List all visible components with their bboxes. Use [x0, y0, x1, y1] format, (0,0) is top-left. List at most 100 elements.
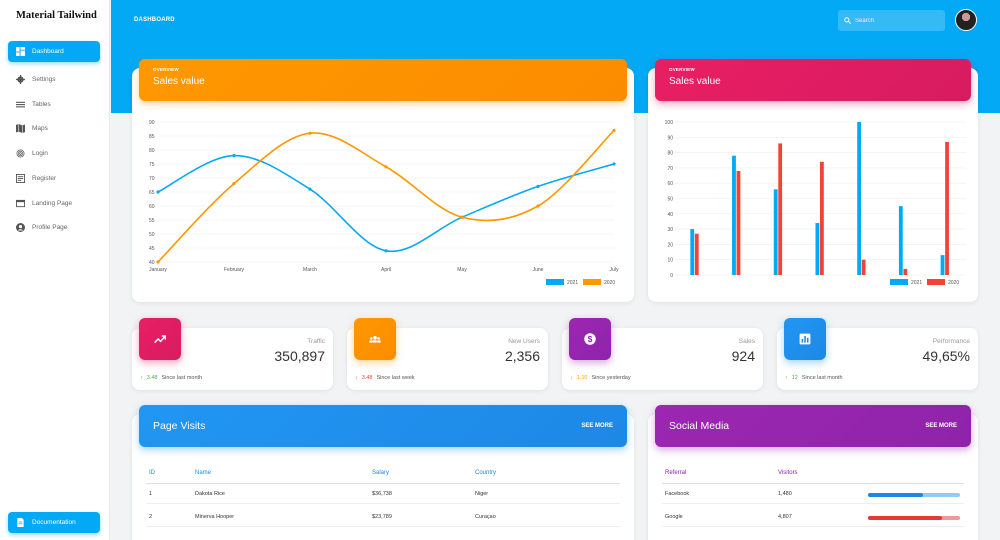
sidebar-item-label: Maps [32, 125, 48, 132]
arrow-up-icon: ↑ [785, 375, 788, 381]
search-box[interactable] [838, 10, 945, 31]
search-icon [844, 17, 851, 24]
data-point[interactable] [232, 154, 236, 158]
sidebar: Material Tailwind Dashboard Settings Tab… [0, 0, 110, 540]
bar-2021[interactable] [898, 206, 903, 275]
sidebar-item-maps[interactable]: Maps [8, 118, 100, 139]
progress-fill [868, 516, 942, 520]
bar-2021[interactable] [857, 122, 862, 275]
form-icon [16, 174, 25, 183]
sidebar-item-profile-page[interactable]: Profile Page [8, 217, 100, 238]
see-more-button[interactable]: SEE MORE [581, 423, 613, 429]
data-point[interactable] [384, 249, 388, 253]
progress-bar [868, 493, 960, 497]
y-tick-label: 10 [667, 258, 673, 264]
stat-label: Traffic [307, 338, 325, 345]
data-point[interactable] [536, 204, 540, 208]
stat-value: 2,356 [504, 348, 540, 364]
series-line-2021 [157, 154, 615, 253]
arrow-down-icon: ↓ [570, 375, 573, 381]
stat-since: Since yesterday [591, 375, 631, 381]
fingerprint-icon [16, 149, 25, 158]
bar-2020[interactable] [903, 268, 908, 275]
page-visits-header: Page Visits SEE MORE [139, 405, 627, 447]
web-icon [16, 199, 25, 208]
bar-2021[interactable] [815, 222, 820, 275]
sidebar-item-label: Settings [32, 76, 56, 83]
sidebar-item-label: Login [32, 150, 48, 157]
table-header: Name [195, 470, 212, 476]
table-cell: Curaçao [475, 514, 496, 520]
data-point[interactable] [536, 184, 540, 188]
stat-label: New Users [508, 338, 540, 345]
table-cell: $36,738 [372, 491, 392, 497]
table-divider [146, 483, 620, 484]
bar-chart: 0 10 20 30 40 50 60 70 80 90 100 2021 2020 [665, 120, 966, 286]
data-point[interactable] [612, 128, 616, 132]
data-point[interactable] [156, 260, 160, 264]
table-cell: 1,480 [778, 491, 792, 497]
documentation-button[interactable]: Documentation [8, 512, 100, 533]
y-tick-label: 20 [667, 242, 673, 248]
page-visits-title: Page Visits [153, 420, 206, 432]
data-point[interactable] [308, 131, 312, 135]
table-header: Country [475, 470, 497, 476]
sidebar-item-login[interactable]: Login [8, 143, 100, 164]
gear-icon [16, 75, 25, 84]
table-divider [146, 526, 620, 527]
bar-2021[interactable] [732, 155, 736, 275]
stat-label: Performance [932, 338, 970, 345]
data-point[interactable] [460, 215, 464, 219]
table-cell: Google [665, 514, 683, 520]
bar-2020[interactable] [778, 143, 783, 275]
data-point[interactable] [156, 190, 160, 194]
data-point[interactable] [612, 162, 616, 166]
bar-2020[interactable] [736, 170, 741, 275]
bar-2020[interactable] [945, 141, 949, 275]
legend-label: 2021 [911, 280, 922, 286]
stat-value: 924 [731, 348, 755, 364]
stat-footer: ↑ 3.48 Since last month [140, 375, 202, 381]
groups-icon [369, 336, 381, 343]
x-tick-label: March [303, 267, 317, 273]
sidebar-item-register[interactable]: Register [8, 168, 100, 189]
bar-2020[interactable] [861, 259, 866, 275]
bar-2021[interactable] [690, 229, 695, 275]
svg-text:$: $ [588, 334, 593, 344]
data-point[interactable] [232, 182, 236, 186]
x-tick-label: April [381, 267, 391, 273]
bar-2021[interactable] [940, 255, 945, 275]
brand-logo[interactable]: Material Tailwind [16, 10, 97, 21]
document-icon [17, 518, 24, 527]
stat-since: Since last month [161, 375, 203, 381]
sidebar-item-dashboard[interactable]: Dashboard [8, 41, 100, 62]
data-point[interactable] [308, 187, 312, 191]
avatar[interactable] [955, 9, 977, 31]
legend-swatch [927, 279, 945, 285]
stat-footer: ↓ 1.10 Since yesterday [570, 375, 631, 381]
map-icon [16, 124, 25, 133]
sidebar-item-label: Dashboard [32, 48, 64, 55]
x-tick-label: May [457, 267, 467, 273]
stat-delta: 12 [791, 375, 798, 381]
y-tick-label: 50 [149, 232, 155, 238]
sidebar-item-label: Tables [32, 101, 51, 108]
stat-label: Sales [738, 338, 755, 345]
sidebar-item-settings[interactable]: Settings [8, 69, 100, 90]
search-input[interactable] [855, 17, 935, 24]
y-tick-label: 90 [667, 135, 673, 141]
table-cell: Minerva Hooper [195, 514, 235, 520]
see-more-button[interactable]: SEE MORE [925, 423, 957, 429]
y-tick-label: 85 [149, 134, 155, 140]
stat-icon-box [139, 318, 181, 360]
table-cell: 1 [149, 491, 153, 497]
sidebar-item-landing-page[interactable]: Landing Page [8, 193, 100, 214]
sidebar-item-tables[interactable]: Tables [8, 94, 100, 115]
y-tick-label: 40 [149, 260, 155, 266]
x-tick-label: January [149, 267, 167, 273]
bar-2021[interactable] [773, 189, 778, 275]
bar-2020[interactable] [694, 233, 699, 275]
table-divider [146, 503, 620, 504]
data-point[interactable] [384, 165, 388, 169]
bar-2020[interactable] [820, 161, 824, 275]
